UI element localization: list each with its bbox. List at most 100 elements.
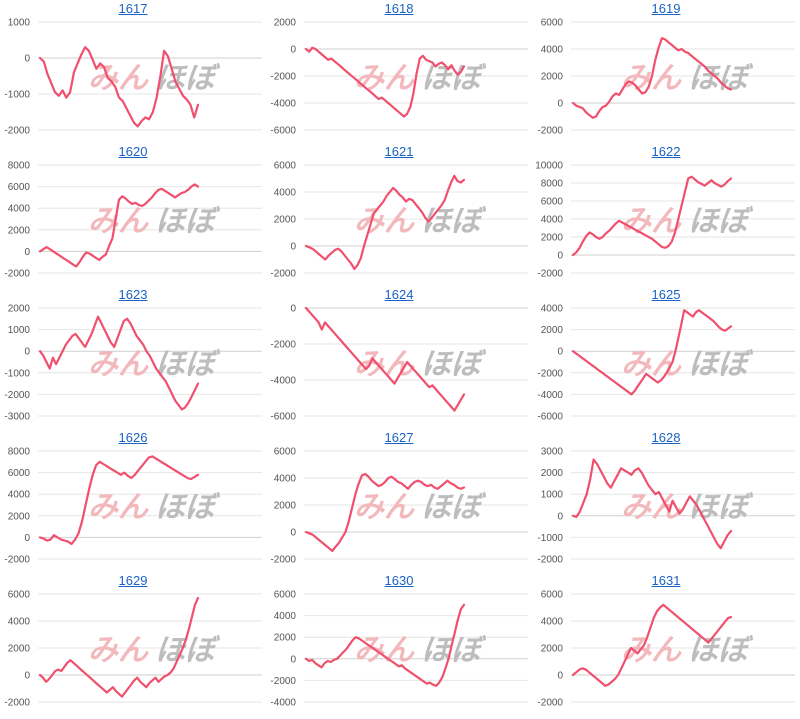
chart-title-link[interactable]: 1623 [118, 287, 148, 302]
series-line [38, 596, 200, 698]
y-tick-label: 8000 [541, 179, 564, 190]
chart-title-link[interactable]: 1627 [384, 430, 414, 445]
y-tick-label: -2000 [537, 368, 563, 379]
chart-title-link[interactable]: 1618 [384, 1, 414, 16]
y-tick-label: 8000 [8, 161, 31, 172]
chart-title-link[interactable]: 1626 [118, 430, 148, 445]
y-tick-label: 0 [290, 304, 296, 315]
y-tick-label: 0 [557, 99, 563, 110]
y-tick-label: 2000 [8, 511, 31, 522]
y-tick-label: 0 [24, 671, 30, 682]
watermark-logo: みん [354, 490, 415, 525]
chart-title-link[interactable]: 1622 [651, 144, 681, 159]
y-tick-label: -2000 [270, 72, 296, 83]
y-tick-label: 4000 [541, 304, 564, 315]
y-tick-label: 0 [557, 511, 563, 522]
chart-title-link[interactable]: 1624 [384, 287, 414, 302]
series-line [571, 458, 733, 550]
y-tick-label: -4000 [270, 99, 296, 110]
chart-1625: 1625 4000 2000 0 -2000 -4000 -6000 みん ほぼ [533, 286, 799, 429]
y-tick-label: -2000 [270, 340, 296, 351]
watermark-logo: みん [88, 204, 149, 239]
y-tick-label: 2000 [541, 468, 564, 479]
series-line [571, 37, 733, 119]
y-tick-label: 2000 [8, 644, 31, 655]
chart-1628: 1628 3000 2000 1000 0 -1000 -2000 みん ほぼ [533, 429, 799, 572]
y-tick-label: -4000 [537, 390, 563, 401]
y-tick-label: 6000 [541, 197, 564, 208]
chart-title-link[interactable]: 1617 [118, 1, 148, 16]
y-tick-label: 2000 [274, 501, 297, 512]
watermark-logo: みん [621, 204, 682, 239]
chart-title-link[interactable]: 1621 [384, 144, 414, 159]
chart-title-link[interactable]: 1620 [118, 144, 148, 159]
watermark-logo: ほぼ [155, 633, 221, 668]
y-tick-label: -2000 [4, 390, 30, 401]
series-line [304, 472, 466, 553]
y-tick-label: 2000 [274, 18, 297, 29]
watermark-logo: ほぼ [421, 204, 487, 239]
series-line [304, 174, 466, 271]
chart-title-link[interactable]: 1631 [651, 573, 681, 588]
series-line [304, 46, 466, 118]
chart-1624: 1624 0 -2000 -4000 -6000 みん ほぼ [266, 286, 532, 429]
y-tick-label: 0 [557, 251, 563, 262]
y-tick-label: 0 [290, 654, 296, 665]
series-line [38, 455, 200, 546]
y-tick-label: -1000 [4, 90, 30, 101]
y-tick-label: 4000 [541, 215, 564, 226]
watermark-logo: ほぼ [688, 633, 754, 668]
series-line [571, 309, 733, 396]
y-tick-label: 4000 [274, 611, 297, 622]
y-tick-label: -2000 [537, 269, 563, 280]
chart-1620: 1620 8000 6000 4000 2000 0 -2000 みん ほぼ [0, 143, 266, 286]
y-tick-label: -2000 [537, 555, 563, 566]
chart-1623: 1623 2000 1000 0 -1000 -2000 -3000 みん ほぼ [0, 286, 266, 429]
line-chart: 8000 6000 4000 2000 0 -2000 みん ほぼ [4, 447, 262, 566]
y-tick-label: 2000 [541, 233, 564, 244]
y-tick-label: 1000 [8, 18, 31, 29]
y-tick-label: -2000 [4, 126, 30, 137]
chart-title-link[interactable]: 1628 [651, 430, 681, 445]
chart-title-link[interactable]: 1629 [118, 573, 148, 588]
y-tick-label: 10000 [535, 161, 563, 172]
chart-title-link[interactable]: 1630 [384, 573, 414, 588]
chart-title-link[interactable]: 1619 [651, 1, 681, 16]
series-line [38, 315, 200, 411]
y-tick-label: 2000 [541, 644, 564, 655]
watermark-logo: ほぼ [155, 490, 221, 525]
chart-title-link[interactable]: 1625 [651, 287, 681, 302]
watermark-logo: ほぼ [421, 490, 487, 525]
y-tick-label: 0 [24, 533, 30, 544]
y-tick-label: -6000 [537, 412, 563, 423]
chart-1631: 1631 6000 4000 2000 0 -2000 みん ほぼ [533, 572, 799, 715]
y-tick-label: -6000 [270, 126, 296, 137]
watermark-logo: ほぼ [155, 204, 221, 239]
y-tick-label: 6000 [8, 182, 31, 193]
series-line [304, 306, 466, 412]
chart-1617: 1617 1000 0 -1000 -2000 みん ほぼ [0, 0, 266, 143]
watermark-logo: ほぼ [688, 347, 754, 382]
y-tick-label: -3000 [4, 412, 30, 423]
watermark-logo: みん [88, 633, 149, 668]
y-tick-label: 2000 [8, 225, 31, 236]
series-line [571, 603, 733, 687]
watermark-logo: ほぼ [155, 347, 221, 382]
y-tick-label: -2000 [270, 269, 296, 280]
y-tick-label: -4000 [270, 698, 296, 709]
y-tick-label: 6000 [541, 18, 564, 29]
y-tick-label: -2000 [4, 698, 30, 709]
chart-1629: 1629 6000 4000 2000 0 -2000 みん ほぼ [0, 572, 266, 715]
y-tick-label: 0 [24, 347, 30, 358]
y-tick-label: 0 [290, 242, 296, 253]
y-tick-label: 6000 [274, 447, 297, 458]
watermark-logo: ほぼ [421, 61, 487, 96]
watermark-logo: ほぼ [155, 61, 221, 96]
series-line [304, 603, 466, 687]
watermark-logo: みん [354, 633, 415, 668]
